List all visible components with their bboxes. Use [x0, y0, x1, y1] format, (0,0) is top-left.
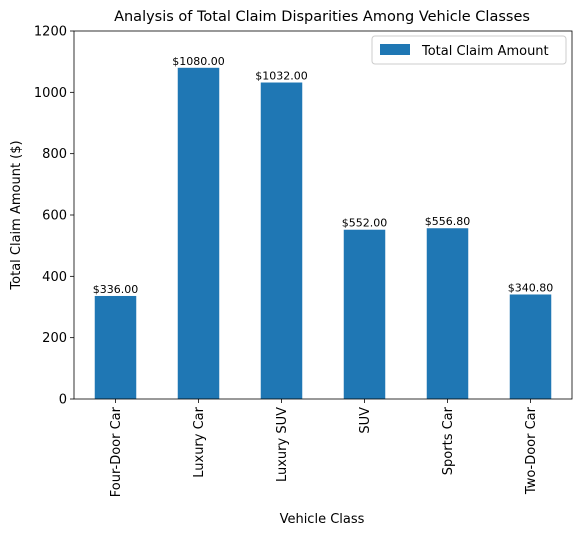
legend-label: Total Claim Amount — [421, 44, 549, 59]
y-tick-label-0: 0 — [59, 393, 67, 408]
data-label-1: $1080.00 — [172, 55, 225, 68]
plot-area: $336.00 Four-Door Car $1080.00 Luxury Car $1… — [34, 25, 573, 497]
data-label-2: $1032.00 — [255, 70, 308, 83]
data-label-4: $556.80 — [425, 215, 471, 228]
x-tick-label-1: Luxury Car — [192, 406, 207, 477]
bar-0 — [94, 295, 137, 399]
legend: Total Claim Amount — [371, 35, 567, 65]
legend-swatch — [380, 44, 410, 55]
axes-frame — [73, 30, 573, 400]
x-tick-label-3: SUV — [358, 407, 373, 434]
x-tick-label-0: Four-Door Car — [109, 406, 124, 497]
y-tick-label-3: 600 — [42, 209, 67, 224]
data-label-5: $340.80 — [508, 281, 554, 294]
bar-4 — [426, 228, 469, 399]
x-axis-title: Vehicle Class — [280, 512, 365, 527]
x-tick-label-2: Luxury SUV — [275, 407, 290, 482]
y-tick-label-6: 1200 — [34, 25, 67, 40]
x-tick-label-5: Two-Door Car — [524, 406, 539, 495]
bar-3 — [343, 229, 386, 399]
y-tick-label-4: 800 — [42, 147, 67, 162]
y-axis-title: Total Claim Amount ($) — [9, 140, 24, 290]
bar-5 — [509, 294, 552, 399]
y-tick-label-2: 400 — [42, 270, 67, 285]
legend-frame — [371, 35, 567, 65]
data-label-0: $336.00 — [93, 283, 139, 296]
chart-title: Analysis of Total Claim Disparities Amon… — [114, 9, 530, 25]
data-label-3: $552.00 — [342, 217, 388, 230]
y-tick-label-1: 200 — [42, 331, 67, 346]
bar-1 — [177, 67, 220, 400]
x-tick-label-4: Sports Car — [441, 406, 456, 475]
bar-2 — [260, 82, 303, 400]
y-tick-label-5: 1000 — [34, 86, 67, 101]
